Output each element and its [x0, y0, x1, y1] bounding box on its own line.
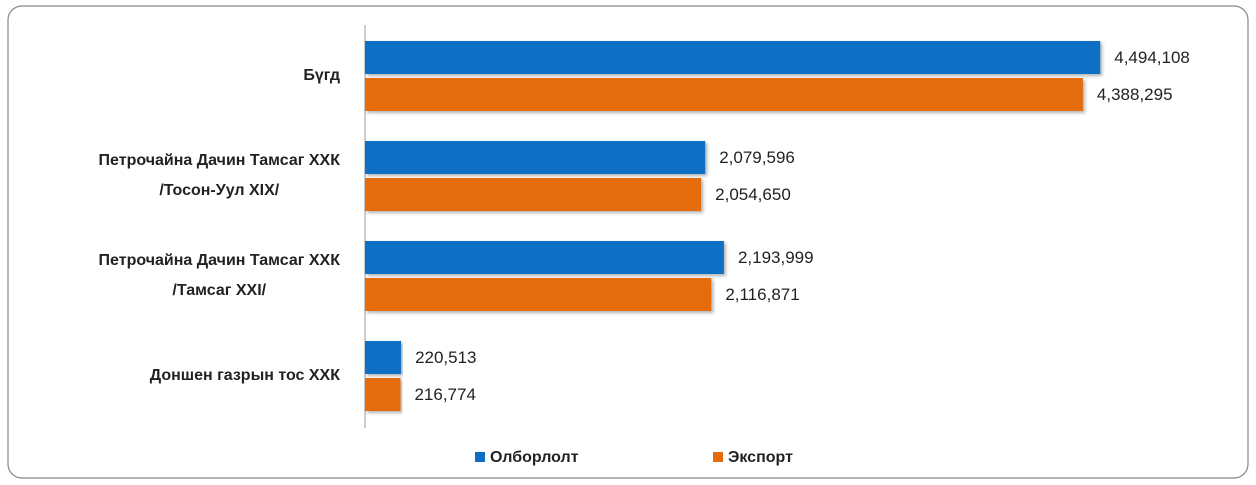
value-label: 2,116,871 [725, 285, 799, 304]
value-label: 216,774 [414, 385, 475, 404]
bar [365, 178, 702, 211]
bar [365, 378, 401, 411]
bar [365, 241, 724, 274]
value-label: 2,079,596 [719, 148, 795, 167]
bar [365, 41, 1101, 74]
value-label: 220,513 [415, 348, 476, 367]
bar [365, 341, 402, 374]
value-label: 4,494,108 [1114, 48, 1190, 67]
category-label: Доншен газрын тос ХХК [149, 367, 340, 384]
value-label: 4,388,295 [1097, 85, 1173, 104]
frame [7, 5, 1249, 479]
bar [365, 141, 706, 174]
bar [365, 278, 712, 311]
value-label: 2,193,999 [738, 248, 814, 267]
category-label: Бүгд [303, 67, 340, 84]
category-label: Петрочайна Дачин Тамсаг ХХК /Тосон-Уул X… [98, 152, 340, 199]
bar [365, 78, 1083, 111]
legend-swatch [713, 452, 723, 462]
legend-label: Олборлолт [490, 449, 579, 466]
category-label: Петрочайна Дачин Тамсаг ХХК /Тамсаг XXI/ [98, 252, 340, 299]
value-label: 2,054,650 [715, 185, 791, 204]
legend-swatch [475, 452, 485, 462]
legend-label: Экспорт [728, 449, 793, 466]
